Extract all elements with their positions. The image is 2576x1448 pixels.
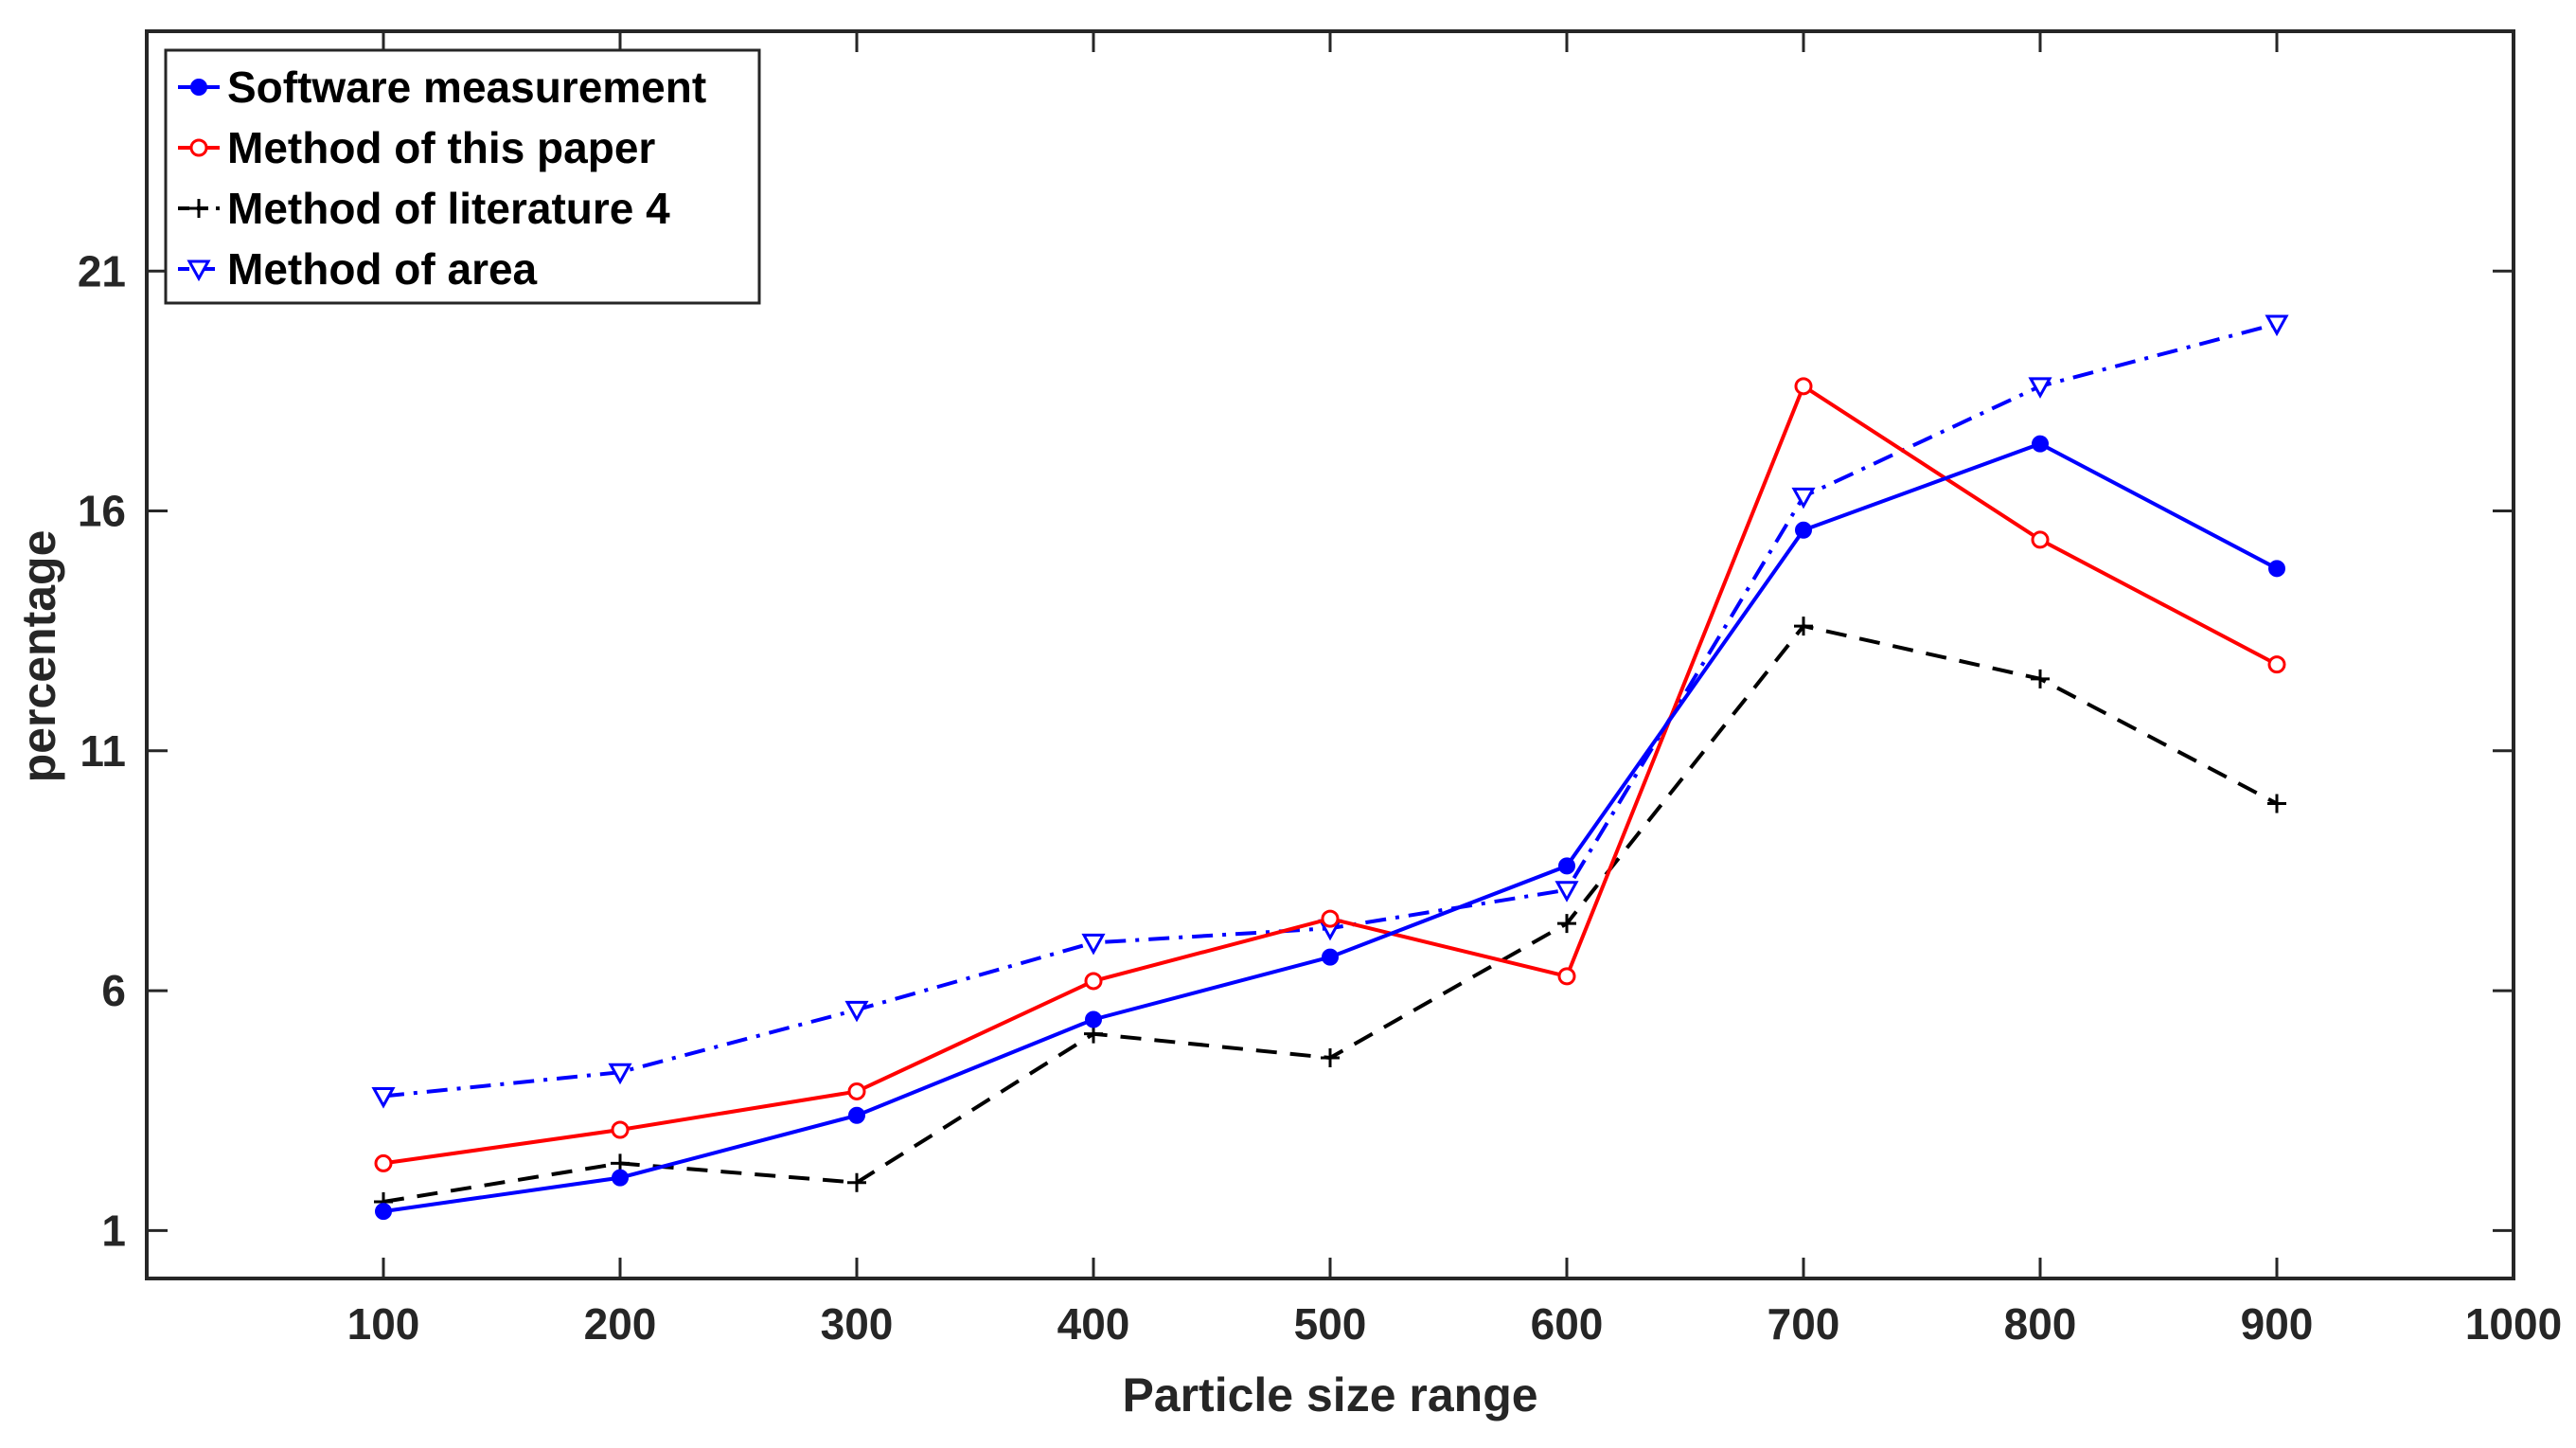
legend-marker	[189, 199, 208, 218]
x-tick-label: 1000	[2465, 1299, 2562, 1349]
data-point	[374, 1153, 393, 1172]
data-point	[1558, 857, 1575, 875]
data-point	[371, 1087, 396, 1109]
data-point	[1557, 967, 1576, 986]
x-tick-label: 600	[1531, 1299, 1604, 1349]
legend-item: Method of area	[178, 244, 538, 294]
data-point	[847, 1172, 866, 1192]
data-point	[2032, 435, 2049, 453]
data-point	[1081, 933, 1106, 956]
data-point	[2267, 794, 2286, 813]
data-point	[2028, 377, 2052, 399]
x-axis-label: Particle size range	[1122, 1368, 1537, 1421]
data-point	[2031, 530, 2050, 549]
data-point	[2267, 655, 2286, 674]
series-software-measurement	[375, 435, 2285, 1221]
y-tick-label: 6	[101, 966, 126, 1015]
data-point	[1085, 1010, 1102, 1028]
data-point	[1795, 521, 1812, 539]
legend-label: Method of literature 4	[227, 184, 670, 233]
data-point	[612, 1169, 629, 1187]
data-point	[1794, 377, 1813, 396]
x-tick-label: 400	[1057, 1299, 1130, 1349]
legend-item: Method of literature 4	[178, 184, 670, 233]
legend-marker	[187, 259, 211, 282]
y-tick-label: 16	[78, 487, 126, 536]
data-point	[1321, 1047, 1340, 1067]
data-point	[375, 1203, 392, 1221]
legend-item: Method of this paper	[178, 123, 655, 172]
data-point	[848, 1106, 865, 1124]
data-point	[1557, 914, 1576, 934]
x-tick-label: 100	[347, 1299, 420, 1349]
legend-label: Method of area	[227, 244, 538, 294]
x-tick-label: 200	[584, 1299, 657, 1349]
data-point	[844, 1000, 869, 1023]
x-tick-label: 500	[1294, 1299, 1367, 1349]
legend: Software measurement Method of this paper…	[164, 48, 761, 305]
data-point	[1794, 617, 1813, 636]
legend-box	[164, 48, 761, 305]
legend-label: Method of this paper	[227, 123, 655, 172]
data-point	[847, 1082, 866, 1100]
data-point	[2031, 669, 2050, 688]
x-tick-label: 800	[2004, 1299, 2077, 1349]
legend-label: Software measurement	[227, 63, 706, 112]
x-tick-label: 700	[1768, 1299, 1840, 1349]
data-point	[1791, 487, 1816, 509]
legend-item: Software measurement	[178, 63, 706, 112]
y-tick-label: 11	[80, 726, 126, 776]
data-point	[1321, 909, 1340, 928]
data-point	[608, 1063, 632, 1085]
series-method-of-this-paper	[374, 377, 2286, 1172]
data-point	[2268, 560, 2285, 578]
data-point	[1084, 972, 1103, 991]
data-point	[2265, 314, 2289, 337]
series-layer	[371, 314, 2289, 1221]
legend-marker	[189, 138, 208, 157]
x-tick-label: 300	[821, 1299, 894, 1349]
data-point	[1322, 948, 1339, 966]
data-point	[1554, 881, 1579, 903]
data-point	[611, 1120, 630, 1139]
x-axis: 100 200 300 400 500 600 700 800 900 1000	[347, 31, 2562, 1349]
x-tick-label: 900	[2241, 1299, 2314, 1349]
y-tick-label: 1	[101, 1206, 126, 1255]
y-tick-label: 21	[78, 246, 126, 295]
y-axis-label: percentage	[12, 530, 65, 783]
legend-marker	[190, 79, 207, 96]
